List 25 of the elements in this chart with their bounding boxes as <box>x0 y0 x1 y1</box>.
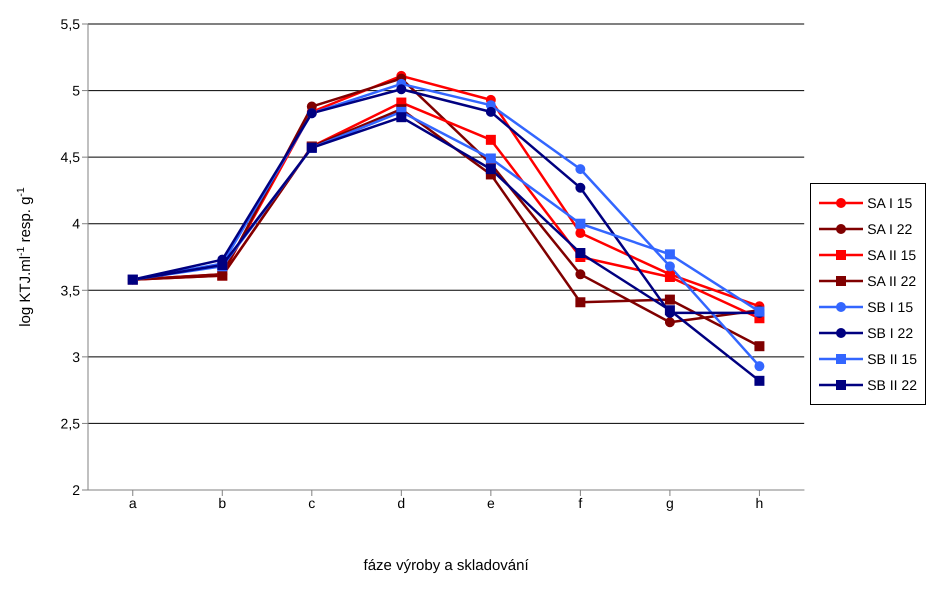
y-tick-label: 2,5 <box>60 415 80 432</box>
y-tick-label: 4,5 <box>60 149 80 166</box>
x-tick-label: b <box>218 494 226 511</box>
x-tick-label: g <box>666 494 674 511</box>
legend-label: SB I 22 <box>867 325 914 341</box>
legend-label: SB II 15 <box>867 351 917 367</box>
y-tick-label: 5,5 <box>60 16 80 32</box>
y-tick-label: 5 <box>72 82 80 99</box>
x-tick-label: f <box>578 494 582 511</box>
y-tick-label: 4 <box>72 216 80 232</box>
x-tick-label: c <box>308 494 316 511</box>
x-tick-label: h <box>756 494 764 511</box>
y-tick-label: 3 <box>72 348 80 365</box>
y-tick-label: 2 <box>72 482 80 498</box>
y-tick-label: 3,5 <box>60 282 80 298</box>
legend-label: SA II 15 <box>867 247 916 263</box>
x-tick-label: d <box>397 494 406 511</box>
legend-label: SA I 15 <box>867 195 912 211</box>
legend-label: SA I 22 <box>867 221 912 237</box>
legend-label: SA II 22 <box>867 273 916 289</box>
x-tick-label: e <box>486 494 495 511</box>
legend-label: SB I 15 <box>867 299 914 315</box>
x-axis-title: fáze výroby a skladování <box>364 557 530 574</box>
x-tick-label: a <box>128 494 137 511</box>
legend-label: SB II 22 <box>867 377 917 393</box>
